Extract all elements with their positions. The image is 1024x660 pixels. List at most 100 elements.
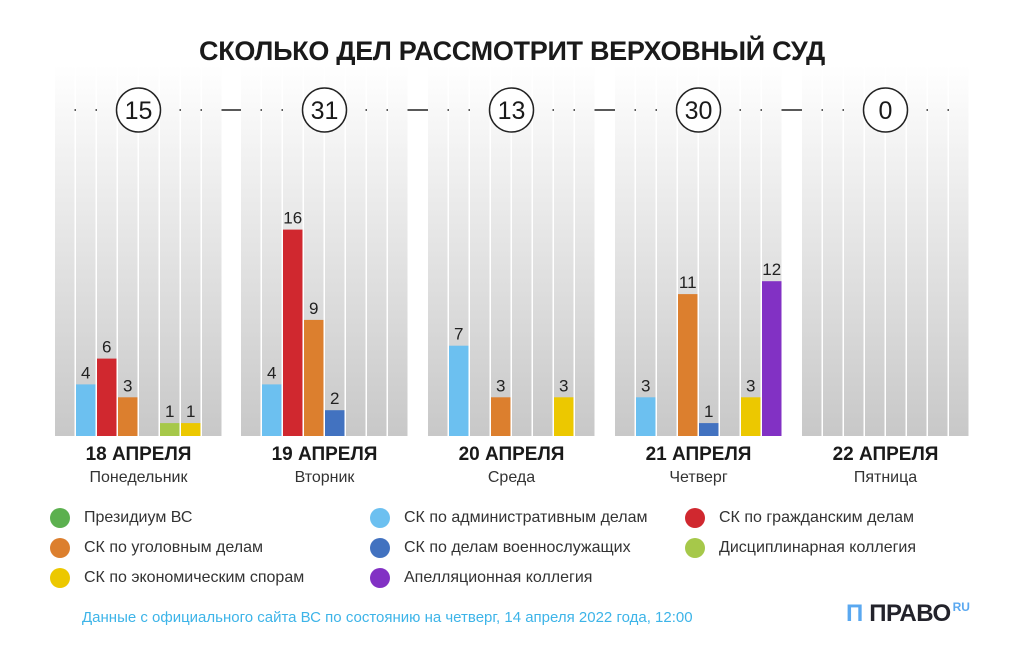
bar-slot — [491, 65, 511, 436]
day-total-circle — [675, 87, 722, 133]
bar-slot — [533, 65, 553, 436]
bar-slot — [741, 65, 761, 436]
legend-label: СК по административным делам — [404, 509, 648, 526]
bar-slot — [802, 65, 822, 436]
legend-item: Апелляционная коллегия — [370, 568, 592, 588]
legend-item: СК по уголовным делам — [50, 538, 263, 558]
bar-slot — [823, 65, 843, 436]
bar-slot — [449, 65, 469, 436]
bar — [762, 281, 782, 436]
bar-slot — [615, 65, 635, 436]
bar — [554, 397, 574, 436]
day-total: 0 — [879, 97, 893, 125]
bar-slot — [470, 65, 490, 436]
legend-item: СК по делам военнослужащих — [370, 538, 631, 558]
weekday-label: Вторник — [295, 469, 356, 486]
legend-swatch-icon — [685, 538, 705, 558]
bar-value-label: 11 — [679, 273, 697, 292]
legend-item: Дисциплинарная коллегия — [685, 538, 916, 558]
legend-label: СК по уголовным делам — [84, 539, 263, 556]
day-total-circle — [301, 87, 348, 133]
bar-value-label: 4 — [267, 363, 276, 382]
legend-label: Президиум ВС — [84, 509, 193, 526]
bar-slot — [428, 65, 448, 436]
legend-item: Президиум ВС — [50, 508, 192, 528]
bar-slot — [97, 65, 117, 436]
bar-value-label: 3 — [123, 376, 132, 395]
legend-label: Апелляционная коллегия — [404, 569, 593, 586]
bar-slot — [699, 65, 719, 436]
bar-slot — [181, 65, 201, 436]
legend-label: СК по делам военнослужащих — [404, 539, 631, 556]
date-label: 19 АПРЕЛЯ — [272, 444, 378, 465]
bar — [449, 345, 469, 436]
bar — [181, 423, 201, 436]
legend-item: СК по экономическим спорам — [50, 568, 304, 588]
bar — [304, 319, 324, 436]
day-total: 31 — [311, 97, 339, 125]
day-total-circle — [115, 87, 162, 133]
date-label: 20 АПРЕЛЯ — [459, 444, 565, 465]
bar-value-label: 3 — [496, 376, 505, 395]
bar-slot — [865, 65, 885, 436]
bar-slot — [262, 65, 282, 436]
bar-slot — [720, 65, 740, 436]
legend-swatch-icon — [370, 538, 390, 558]
bar — [325, 410, 345, 436]
bar — [678, 294, 698, 436]
weekday-label: Четверг — [669, 469, 727, 486]
bar-value-label: 1 — [165, 402, 174, 421]
day-total: 15 — [125, 97, 153, 125]
date-label: 21 АПРЕЛЯ — [646, 444, 752, 465]
bar-slot — [325, 65, 345, 436]
weekday-label: Среда — [488, 469, 535, 486]
bar-slot — [886, 65, 906, 436]
legend-item: СК по гражданским делам — [685, 508, 914, 528]
bar-slot — [160, 65, 180, 436]
bar-slot — [575, 65, 595, 436]
bar-value-label: 3 — [746, 376, 755, 395]
bar — [160, 423, 180, 436]
bar — [491, 397, 511, 436]
weekday-label: Понедельник — [90, 469, 189, 486]
source-note: Данные с официального сайта ВС по состоя… — [82, 609, 693, 626]
bar-slot — [118, 65, 138, 436]
bar-value-label: 12 — [762, 260, 781, 279]
bar-value-label: 3 — [641, 376, 650, 395]
bar — [118, 397, 138, 436]
date-label: 18 АПРЕЛЯ — [86, 444, 192, 465]
bar-value-label: 3 — [559, 376, 568, 395]
chart-title: СКОЛЬКО ДЕЛ РАССМОТРИТ ВЕРХОВНЫЙ СУД — [199, 36, 825, 66]
bar-value-label: 9 — [309, 299, 318, 318]
bar-value-label: 2 — [330, 389, 339, 408]
legend-label: Дисциплинарная коллегия — [719, 539, 917, 556]
bar-slot — [241, 65, 261, 436]
bar-slot — [949, 65, 969, 436]
bar-slot — [907, 65, 927, 436]
day-total-circle — [862, 87, 909, 133]
bar-value-label: 1 — [704, 402, 713, 421]
weekday-label: Пятница — [854, 469, 917, 486]
legend-swatch-icon — [370, 568, 390, 588]
day-total-circle — [488, 87, 535, 133]
legend-swatch-icon — [50, 508, 70, 528]
bar — [97, 358, 117, 436]
bar-value-label: 7 — [454, 325, 463, 344]
bar-slot — [367, 65, 387, 436]
legend-swatch-icon — [370, 508, 390, 528]
bar-slot — [512, 65, 532, 436]
bar — [636, 397, 656, 436]
legend-label: СК по экономическим спорам — [84, 569, 305, 586]
bar-value-label: 6 — [102, 338, 111, 357]
pravo-ru-logo: П ПРАВО RU — [846, 600, 970, 627]
bar-slot — [388, 65, 408, 436]
bar-slot — [844, 65, 864, 436]
bar-slot — [928, 65, 948, 436]
bar-slot — [346, 65, 366, 436]
bar — [76, 384, 96, 436]
bar-slot — [554, 65, 574, 436]
bar-slot — [76, 65, 96, 436]
legend-swatch-icon — [50, 568, 70, 588]
